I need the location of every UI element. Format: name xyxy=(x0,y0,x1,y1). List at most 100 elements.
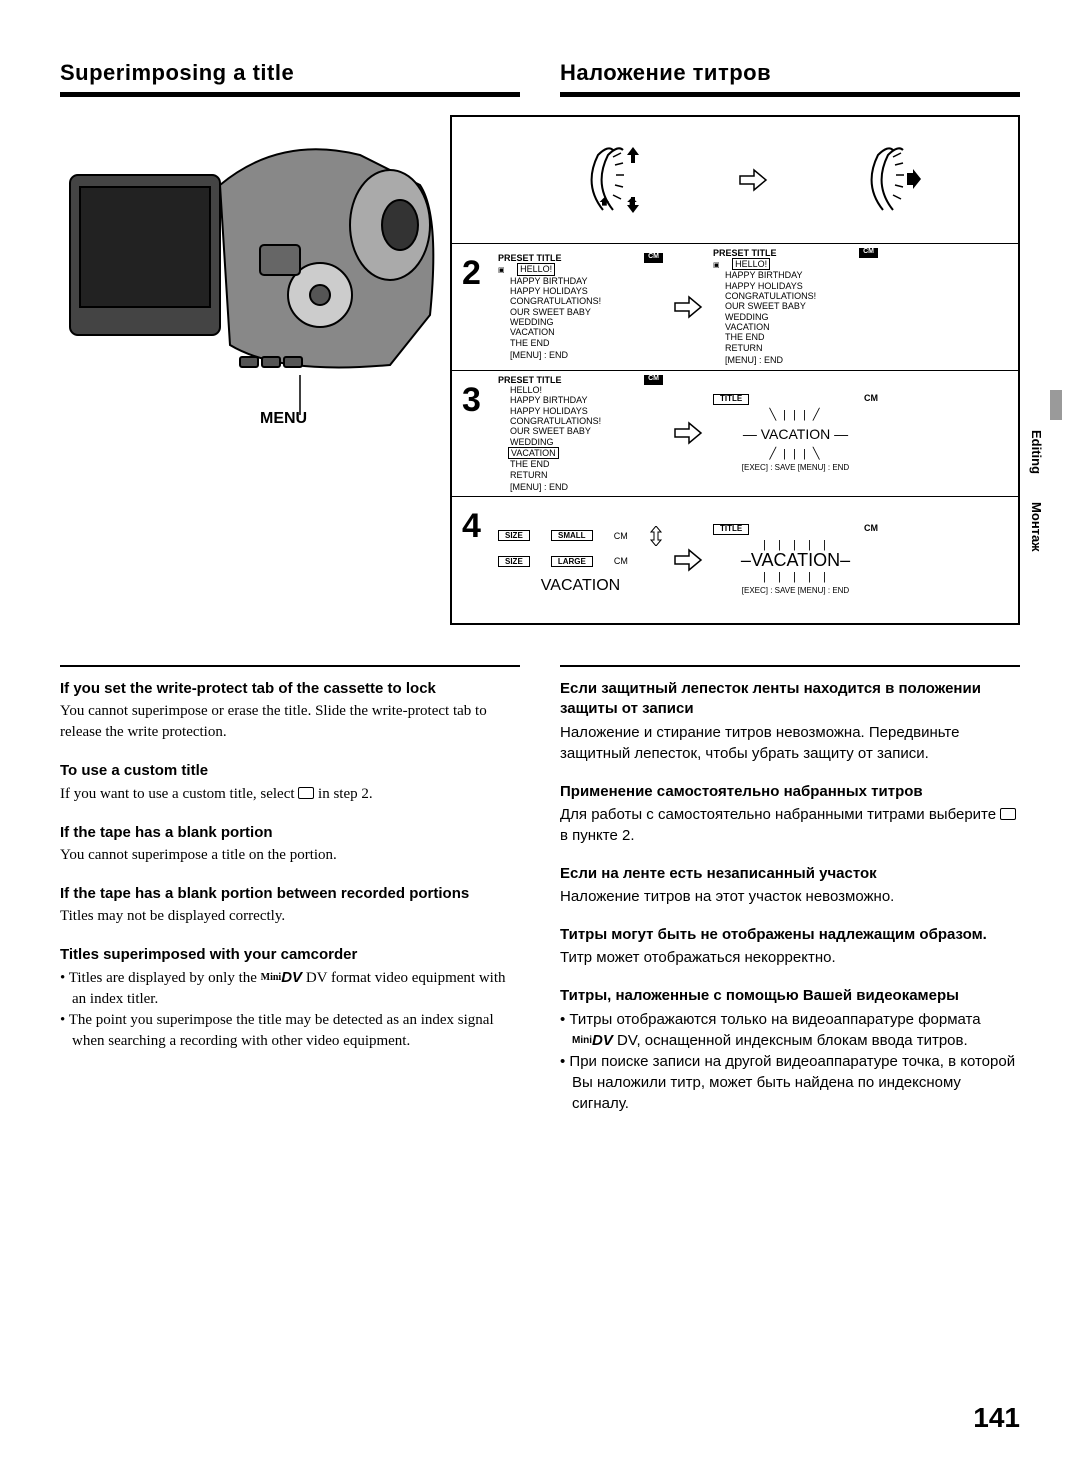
menu2r-i4: OUR SWEET BABY xyxy=(713,301,878,311)
menu3l-header: PRESET TITLE xyxy=(498,375,562,385)
scr3-header: TITLE xyxy=(713,394,749,405)
cm-badge-icon: CM xyxy=(864,524,878,535)
dv-glyph: DV xyxy=(281,969,302,986)
menu2l-foot: [MENU] : END xyxy=(498,350,663,360)
ru-s5-h: Титры, наложенные с помощью Вашей видеок… xyxy=(560,986,1020,1006)
en-s4: If the tape has a blank portion between … xyxy=(60,884,520,927)
menu2l-i2: HAPPY HOLIDAYS xyxy=(498,286,663,296)
en-s5-li2: • The point you superimpose the title ma… xyxy=(60,1010,520,1052)
title-en: Superimposing a title xyxy=(60,60,520,86)
size-small: SMALL xyxy=(551,530,593,541)
scr4-foot: [EXEC] : SAVE [MENU] : END xyxy=(713,587,878,596)
minidv-glyph: Mini xyxy=(261,972,282,983)
step-row-2: 2 PRESET TITLECM ▣ HELLO! HAPPY BIRTHDAY… xyxy=(452,243,1018,370)
en-s5-h: Titles superimposed with your camcorder xyxy=(60,945,520,965)
screen-4-right: TITLECM | | | | | –VACATION– | | | | | [… xyxy=(713,524,878,596)
menu2r-foot: [MENU] : END xyxy=(713,355,878,365)
starburst-icon: | | | | | xyxy=(713,571,878,583)
edge-tab-bar xyxy=(1050,390,1062,420)
dial-icon xyxy=(583,145,643,215)
en-s5: Titles superimposed with your camcorder … xyxy=(60,945,520,1052)
en-s2-pre: If you want to use a custom title, selec… xyxy=(60,786,298,802)
menu2l-i7: THE END xyxy=(498,338,663,348)
menu3l-foot: [MENU] : END xyxy=(498,482,663,492)
ru-s1: Если защитный лепесток ленты находится в… xyxy=(560,679,1020,764)
figure-area: MENU xyxy=(60,115,1020,625)
menu3l-i1: HAPPY BIRTHDAY xyxy=(498,395,663,405)
screen-3-right: TITLECM ╲ | | | ╱ — VACATION — ╱ | | | ╲… xyxy=(713,394,878,473)
ru-s4-p: Титр может отображаться некорректно. xyxy=(560,947,1020,968)
menu2l-i6: VACATION xyxy=(498,327,663,337)
camcorder-illustration: MENU xyxy=(60,115,450,625)
side-tab-ru: Монтаж xyxy=(1029,502,1044,551)
title-row: Superimposing a title Наложение титров xyxy=(60,60,1020,86)
steps-panel: 2 PRESET TITLECM ▣ HELLO! HAPPY BIRTHDAY… xyxy=(450,115,1020,625)
en-s4-h: If the tape has a blank portion between … xyxy=(60,884,520,904)
updown-arrow-icon xyxy=(649,526,663,546)
arrow-right-icon xyxy=(673,548,703,572)
en-s2: To use a custom title If you want to use… xyxy=(60,761,520,804)
step-row-1 xyxy=(452,117,1018,243)
menu3l-i2: HAPPY HOLIDAYS xyxy=(498,406,663,416)
menu3l-i4: OUR SWEET BABY xyxy=(498,426,663,436)
menu2r-i5: WEDDING xyxy=(713,312,878,322)
en-s1: If you set the write-protect tab of the … xyxy=(60,679,520,743)
side-tab: Editing Монтаж xyxy=(1029,430,1044,551)
rule xyxy=(60,665,520,667)
menu2l-header: PRESET TITLE xyxy=(498,253,562,263)
en-s5-li1: • Titles are displayed by only the MiniD… xyxy=(60,967,520,1010)
menu2l-i4: OUR SWEET BABY xyxy=(498,307,663,317)
ru-s3: Если на ленте есть незаписанный участок … xyxy=(560,864,1020,907)
menu3l-i0: HELLO! xyxy=(498,385,663,395)
menu3l-i6: VACATION xyxy=(508,447,559,459)
menu2r-i7: THE END xyxy=(713,332,878,342)
step-num-2: 2 xyxy=(462,254,498,293)
ru-s4: Титры могут быть не отображены надлежащи… xyxy=(560,925,1020,968)
arrow-right-icon xyxy=(738,168,768,192)
rule-left xyxy=(60,92,520,97)
en-s5-li1-pre: • Titles are displayed by only the xyxy=(60,970,261,986)
en-s2-p: If you want to use a custom title, selec… xyxy=(60,784,520,805)
menu2l-i1: HAPPY BIRTHDAY xyxy=(498,276,663,286)
en-s1-p: You cannot superimpose or erase the titl… xyxy=(60,701,520,743)
cm-badge-icon: CM xyxy=(864,394,878,405)
body-col-en: If you set the write-protect tab of the … xyxy=(60,665,520,1132)
ru-s3-h: Если на ленте есть незаписанный участок xyxy=(560,864,1020,884)
menu2l-i5: WEDDING xyxy=(498,317,663,327)
rule xyxy=(560,665,1020,667)
ru-s4-h: Титры могут быть не отображены надлежащи… xyxy=(560,925,1020,945)
custom-title-icon xyxy=(298,787,314,799)
cm-badge-icon: CM xyxy=(644,375,663,385)
scr4-text: VACATION xyxy=(751,550,840,570)
menu2r-i6: VACATION xyxy=(713,322,878,332)
menu-2-right: PRESET TITLECM ▣ HELLO! HAPPY BIRTHDAY H… xyxy=(713,248,878,366)
menu-3-left: PRESET TITLE CM HELLO! HAPPY BIRTHDAY HAP… xyxy=(498,375,663,493)
page-number: 141 xyxy=(973,1402,1020,1434)
ru-s2-post: в пункте 2. xyxy=(560,827,635,844)
camcorder-svg xyxy=(60,115,450,435)
arrow-right-icon xyxy=(673,421,703,445)
size-boxes: SIZE SMALL CM SIZE LARGE CM VACATION xyxy=(498,526,663,595)
step-num-3: 3 xyxy=(462,381,498,420)
step-num-4: 4 xyxy=(462,507,498,546)
ru-s5-li1-post: DV, оснащенной индексным блокам ввода ти… xyxy=(613,1032,968,1049)
custom-title-icon xyxy=(1000,808,1016,820)
vacation-left: VACATION xyxy=(498,577,663,595)
ru-s1-p: Наложение и стирание титров невозможна. … xyxy=(560,722,1020,764)
starburst-icon: ╱ | | | ╲ xyxy=(713,448,878,460)
menu2r-i2: HAPPY HOLIDAYS xyxy=(713,281,878,291)
step-row-3: 3 PRESET TITLE CM HELLO! HAPPY BIRTHDAY H… xyxy=(452,370,1018,497)
title-rules xyxy=(60,92,1020,97)
ru-s5-li1-pre: • Титры отображаются только на видеоаппа… xyxy=(560,1011,981,1028)
ru-s1-h: Если защитный лепесток ленты находится в… xyxy=(560,679,1020,720)
ru-s2-h: Применение самостоятельно набранных титр… xyxy=(560,782,1020,802)
cm-badge-icon: CM xyxy=(859,248,878,258)
size-large: LARGE xyxy=(551,556,593,567)
menu2r-i8: RETURN xyxy=(713,343,878,353)
rule-right xyxy=(560,92,1020,97)
menu-2-left: PRESET TITLECM ▣ HELLO! HAPPY BIRTHDAY H… xyxy=(498,253,663,360)
ru-s2: Применение самостоятельно набранных титр… xyxy=(560,782,1020,846)
dv-glyph: DV xyxy=(592,1032,613,1049)
en-s3: If the tape has a blank portion You cann… xyxy=(60,823,520,866)
side-tab-en: Editing xyxy=(1029,430,1044,474)
